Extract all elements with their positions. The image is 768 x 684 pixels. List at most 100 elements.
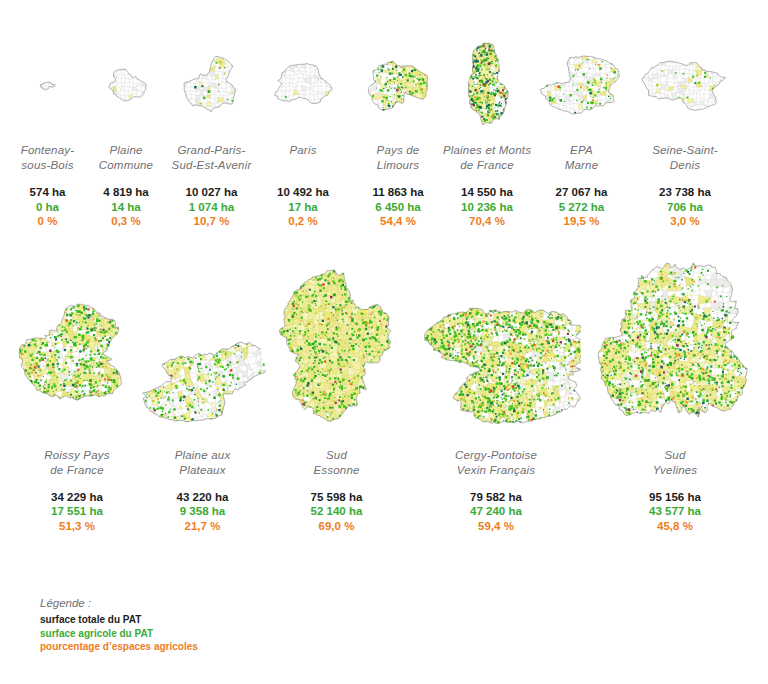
territory-name-line: Fontenay- bbox=[21, 143, 75, 158]
territory-name-line: sous-Bois bbox=[21, 158, 75, 173]
territory-row-top: Fontenay-sous-Bois 574 ha0 ha0 % PlaineCom… bbox=[0, 36, 768, 229]
territory-values: 27 067 ha5 272 ha19,5 % bbox=[556, 185, 608, 229]
territory-map bbox=[256, 36, 350, 134]
territory-values: 10 492 ha17 ha0,2 % bbox=[277, 185, 329, 229]
territory-values: 10 027 ha1 074 ha10,7 % bbox=[186, 185, 238, 229]
territory-name: SudYvelines bbox=[653, 448, 698, 479]
territory-name-line: Yvelines bbox=[653, 463, 698, 478]
territory-name-line: Limours bbox=[377, 158, 420, 173]
territory-name-line: Sud-Est-Avenir bbox=[172, 158, 252, 173]
territory-name: Paris bbox=[289, 143, 316, 174]
territory-card: Pays deLimours 11 863 ha6 450 ha54,4 % bbox=[352, 36, 444, 229]
territory-total-area: 43 220 ha bbox=[177, 490, 229, 505]
territory-total-area: 11 863 ha bbox=[372, 185, 423, 200]
territory-agricultural-percent: 3,0 % bbox=[659, 214, 711, 229]
territory-map-image bbox=[367, 54, 429, 116]
territory-agricultural-area: 43 577 ha bbox=[649, 504, 701, 519]
territory-card: Fontenay-sous-Bois 574 ha0 ha0 % bbox=[4, 36, 91, 229]
territory-agricultural-area: 52 140 ha bbox=[311, 504, 363, 519]
territory-map-image bbox=[538, 55, 626, 115]
territory-name-line: Pays de bbox=[377, 143, 420, 158]
territory-map bbox=[7, 249, 147, 439]
territory-agricultural-area: 14 ha bbox=[103, 200, 148, 215]
territory-name: Roissy Paysde France bbox=[44, 448, 109, 479]
territory-values: 574 ha0 ha0 % bbox=[30, 185, 66, 229]
territory-agricultural-area: 17 ha bbox=[277, 200, 329, 215]
territory-map-image bbox=[597, 255, 753, 439]
territory-name-line: de France bbox=[44, 463, 109, 478]
territory-row-bottom: Roissy Paysde France34 229 ha17 551 ha51… bbox=[0, 249, 768, 534]
territory-card: Grand-Paris-Sud-Est-Avenir 10 027 ha1 074… bbox=[167, 36, 256, 229]
territory-card: SudYvelines 95 156 ha43 577 ha45,8 % bbox=[584, 249, 766, 534]
territory-agricultural-percent: 0 % bbox=[30, 214, 66, 229]
territory-values: 23 738 ha706 ha3,0 % bbox=[659, 185, 711, 229]
territory-agricultural-percent: 54,4 % bbox=[372, 214, 423, 229]
legend-item-surface-agricole: surface agricole du PAT bbox=[40, 627, 768, 641]
territory-agricultural-percent: 19,5 % bbox=[556, 214, 608, 229]
legend: Légende : surface totale du PAT surface … bbox=[40, 597, 768, 654]
territory-map bbox=[352, 36, 444, 134]
territory-agricultural-area: 1 074 ha bbox=[186, 200, 238, 215]
territory-name-line: de France bbox=[443, 158, 531, 173]
territory-name-line: Cergy-Pontoise bbox=[455, 448, 537, 463]
territory-total-area: 79 582 ha bbox=[470, 490, 522, 505]
territory-agricultural-percent: 45,8 % bbox=[649, 519, 701, 534]
territory-agricultural-area: 17 551 ha bbox=[51, 504, 103, 519]
legend-item-surface-totale: surface totale du PAT bbox=[40, 613, 768, 627]
territory-map bbox=[441, 36, 533, 134]
territory-total-area: 23 738 ha bbox=[659, 185, 711, 200]
territory-map bbox=[532, 36, 631, 134]
territory-name-line: Marne bbox=[565, 158, 599, 173]
territory-name: Plaine auxPlateaux bbox=[175, 448, 231, 479]
territory-map bbox=[263, 249, 410, 439]
territory-agricultural-area: 0 ha bbox=[30, 200, 66, 215]
territory-map-image bbox=[270, 63, 336, 108]
territory-name-line: Essonne bbox=[313, 463, 359, 478]
territory-name-line: EPA bbox=[565, 143, 599, 158]
territory-name-line: Grand-Paris- bbox=[172, 143, 252, 158]
territory-name: Pays deLimours bbox=[377, 143, 420, 174]
territory-agricultural-area: 5 272 ha bbox=[556, 200, 608, 215]
territory-values: 4 819 ha14 ha0,3 % bbox=[103, 185, 148, 229]
territory-agricultural-percent: 59,4 % bbox=[470, 519, 522, 534]
legend-title: Légende : bbox=[40, 597, 768, 609]
territory-agricultural-percent: 21,7 % bbox=[177, 519, 229, 534]
territory-map-image bbox=[464, 42, 510, 128]
territory-map-image bbox=[105, 67, 148, 103]
territory-name-line: Plateaux bbox=[175, 463, 231, 478]
territory-values: 79 582 ha47 240 ha59,4 % bbox=[470, 490, 522, 534]
territory-name-line: Vexin Français bbox=[455, 463, 537, 478]
territory-total-area: 574 ha bbox=[30, 185, 66, 200]
territory-map-image bbox=[39, 80, 56, 91]
territory-total-area: 27 067 ha bbox=[556, 185, 608, 200]
territory-name-line: Commune bbox=[99, 158, 153, 173]
territory-values: 95 156 ha43 577 ha45,8 % bbox=[649, 490, 701, 534]
territory-values: 75 598 ha52 140 ha69,0 % bbox=[311, 490, 363, 534]
territory-map-image bbox=[130, 328, 274, 435]
territory-name: Fontenay-sous-Bois bbox=[21, 143, 75, 174]
territory-total-area: 95 156 ha bbox=[649, 490, 701, 505]
territory-name-line: Roissy Pays bbox=[44, 448, 109, 463]
territory-map bbox=[167, 36, 256, 134]
territory-agricultural-percent: 70,4 % bbox=[461, 214, 513, 229]
territory-map-image bbox=[411, 302, 581, 424]
territory-map-image bbox=[641, 58, 729, 112]
territory-card: EPAMarne 27 067 ha5 272 ha19,5 % bbox=[532, 36, 631, 229]
territory-agricultural-percent: 0,3 % bbox=[103, 214, 148, 229]
territory-total-area: 34 229 ha bbox=[51, 490, 103, 505]
territory-name-line: Denis bbox=[652, 158, 718, 173]
territory-name: Seine-Saint-Denis bbox=[652, 143, 718, 174]
territory-name: PlaineCommune bbox=[99, 143, 153, 174]
territory-total-area: 4 819 ha bbox=[103, 185, 148, 200]
territory-card: PlaineCommune 4 819 ha14 ha0,3 % bbox=[85, 36, 167, 229]
territory-agricultural-percent: 0,2 % bbox=[277, 214, 329, 229]
territory-name-line: Plaine aux bbox=[175, 448, 231, 463]
territory-map-image bbox=[18, 303, 136, 403]
territory-total-area: 14 550 ha bbox=[461, 185, 513, 200]
territory-name: Grand-Paris-Sud-Est-Avenir bbox=[172, 143, 252, 174]
territory-map bbox=[85, 36, 167, 134]
territory-values: 11 863 ha6 450 ha54,4 % bbox=[372, 185, 423, 229]
territory-agricultural-area: 706 ha bbox=[659, 200, 711, 215]
territory-card: Seine-Saint-Denis 23 738 ha706 ha3,0 % bbox=[633, 36, 737, 229]
territory-name: Plaines et Montsde France bbox=[443, 143, 531, 174]
